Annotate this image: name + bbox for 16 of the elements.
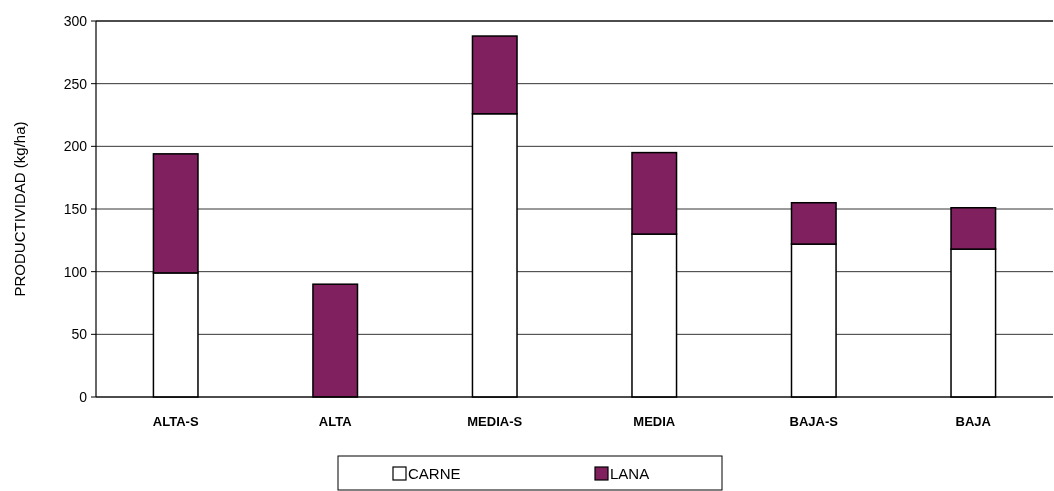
y-tick-label: 100: [63, 263, 88, 280]
y-tick-label: 50: [71, 326, 88, 343]
y-tick-label: 200: [63, 138, 88, 155]
x-tick-label: ALTA-S: [152, 414, 199, 429]
y-tick-label: 0: [79, 388, 88, 405]
y-tick-label: 250: [63, 75, 88, 92]
y-tick-label: 150: [63, 200, 88, 217]
y-axis-title: PRODUCTIVIDAD (kg/ha): [11, 121, 28, 297]
y-tick-label: 300: [63, 12, 88, 29]
legend-label: LANA: [610, 465, 650, 482]
x-tick-label: BAJA: [955, 414, 992, 429]
x-tick-label: BAJA-S: [789, 414, 839, 429]
x-tick-label: MEDIA: [633, 414, 676, 429]
x-tick-label: ALTA: [318, 414, 353, 429]
legend-label: CARNE: [408, 465, 461, 482]
x-tick-label: MEDIA-S: [467, 414, 523, 429]
